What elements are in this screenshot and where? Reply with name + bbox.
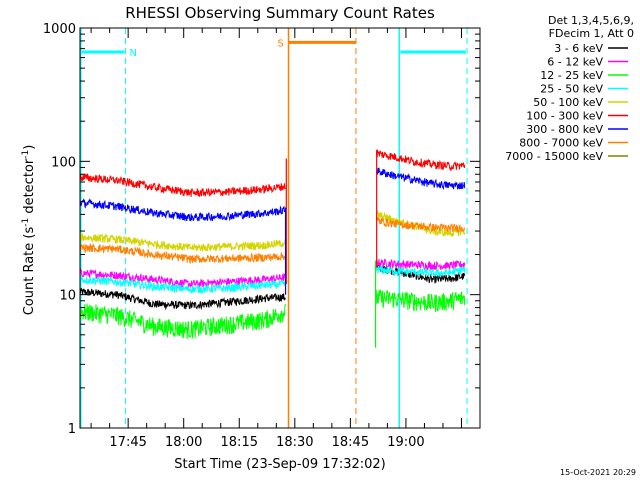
series-line bbox=[79, 233, 286, 253]
series-line bbox=[79, 172, 286, 198]
x-axis-label: Start Time (23-Sep-09 17:32:02) bbox=[174, 457, 385, 472]
legend-header-line: Det 1,3,4,5,6,9, bbox=[548, 14, 634, 27]
legend-label: 50 - 100 keV bbox=[533, 96, 603, 109]
legend-label: 100 - 300 keV bbox=[526, 110, 603, 123]
series-line bbox=[375, 258, 466, 271]
series-line bbox=[375, 167, 466, 191]
y-axis-label-part: Count Rate (s bbox=[22, 227, 37, 316]
series-line bbox=[375, 216, 466, 234]
y-axis-label-part: detector bbox=[22, 158, 37, 218]
series-line bbox=[79, 267, 286, 289]
series-line bbox=[375, 266, 466, 278]
plot-frame bbox=[79, 27, 481, 429]
series-line bbox=[79, 275, 286, 295]
y-axis-label-superscript: -1 bbox=[21, 218, 31, 227]
legend-label: 800 - 7000 keV bbox=[519, 137, 603, 150]
y-axis-label-part: ) bbox=[22, 145, 37, 150]
y-tick-label: 1000 bbox=[43, 22, 76, 37]
y-tick-label: 10 bbox=[59, 289, 76, 304]
legend-label: 7000 - 15000 keV bbox=[505, 150, 603, 163]
legend-label: 3 - 6 keV bbox=[554, 42, 603, 55]
series-line bbox=[375, 148, 466, 172]
legend-header-line: FDecim 1, Att 0 bbox=[549, 27, 634, 40]
y-tick-label: 1 bbox=[68, 422, 76, 437]
flag-label-s: S bbox=[278, 38, 284, 49]
x-tick-label: 19:00 bbox=[387, 435, 424, 450]
x-tick-label: 18:15 bbox=[221, 435, 258, 450]
legend-label: 6 - 12 keV bbox=[547, 56, 603, 69]
y-axis-label-superscript: -1 bbox=[21, 150, 31, 159]
chart-title: RHESSI Observing Summary Count Rates bbox=[125, 4, 435, 22]
observing-flags: NS bbox=[79, 28, 468, 428]
legend: Det 1,3,4,5,6,9, FDecim 1, Att 0 3 - 6 k… bbox=[505, 14, 634, 163]
series-line bbox=[79, 243, 286, 264]
series-line bbox=[375, 289, 466, 312]
series-line bbox=[79, 303, 286, 339]
x-axis: 17:45 18:00 18:15 18:30 18:45 19:00 bbox=[90, 28, 462, 450]
series-line bbox=[79, 287, 286, 311]
legend-label: 300 - 800 keV bbox=[526, 123, 603, 136]
legend-label: 25 - 50 keV bbox=[540, 83, 603, 96]
y-tick-label: 100 bbox=[51, 155, 76, 170]
legend-label: 12 - 25 keV bbox=[540, 69, 603, 82]
flag-label-n: N bbox=[130, 48, 137, 59]
y-axis: 1 10 100 1000 bbox=[43, 22, 480, 437]
y-axis-label: Count Rate (s-1 detector-1) bbox=[21, 145, 37, 316]
series-line bbox=[79, 198, 286, 222]
timestamp: 15-Oct-2021 20:29 bbox=[560, 468, 636, 477]
x-tick-label: 18:30 bbox=[276, 435, 313, 450]
x-tick-label: 18:00 bbox=[165, 435, 202, 450]
x-tick-label: 17:45 bbox=[109, 435, 146, 450]
x-tick-label: 18:45 bbox=[332, 435, 369, 450]
series-layer bbox=[79, 148, 466, 348]
